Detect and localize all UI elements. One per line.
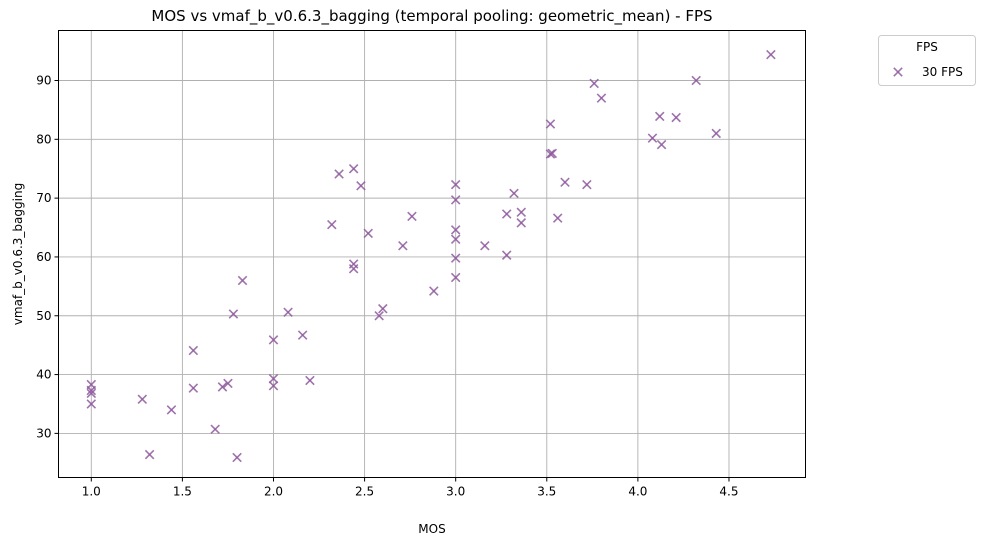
data-point: [166, 405, 177, 415]
data-point: [374, 310, 384, 321]
data-point: [516, 218, 527, 228]
x-tick-label: 4.5: [719, 485, 738, 499]
data-point: [398, 241, 408, 251]
y-tick-label: 80: [36, 132, 51, 146]
x-tick-label: 3.5: [537, 485, 556, 499]
data-point: [545, 119, 556, 129]
y-tick-label: 60: [36, 250, 51, 264]
data-point: [283, 307, 293, 317]
data-points: [86, 49, 776, 463]
data-point: [480, 241, 490, 251]
data-point: [552, 213, 563, 223]
data-point: [671, 112, 681, 123]
data-point: [560, 177, 570, 188]
data-point: [450, 225, 461, 235]
data-point: [582, 179, 592, 190]
data-point: [237, 275, 248, 286]
data-point: [547, 148, 558, 159]
data-point: [137, 394, 148, 405]
data-point: [334, 169, 344, 179]
x-axis-ticks: 1.0 1.5 2.0 2.5 3.0 3.5 4.0 4.5: [82, 477, 739, 499]
y-axis-label: vmaf_b_v0.6.3_bagging: [11, 183, 25, 325]
data-point: [188, 345, 199, 356]
data-point: [188, 383, 199, 393]
y-tick-label: 30: [36, 426, 51, 440]
data-point: [647, 133, 658, 143]
x-axis-label: MOS: [418, 522, 445, 536]
data-point: [268, 335, 279, 345]
data-point: [348, 259, 359, 269]
data-point: [144, 449, 155, 460]
y-tick-label: 40: [36, 368, 51, 382]
data-point: [356, 181, 366, 191]
plot-frame: [58, 30, 806, 478]
data-point: [509, 188, 519, 199]
y-tick-label: 70: [36, 191, 51, 205]
x-tick-label: 2.0: [264, 485, 283, 499]
data-point: [516, 207, 527, 218]
data-point: [766, 49, 776, 60]
x-tick-label: 4.0: [628, 485, 647, 499]
data-point: [348, 163, 359, 174]
y-tick-label: 50: [36, 309, 51, 323]
data-point: [297, 330, 308, 340]
grid-lines: [58, 30, 806, 478]
x-tick-label: 3.0: [446, 485, 465, 499]
data-point: [691, 75, 701, 86]
chart-title: MOS vs vmaf_b_v0.6.3_bagging (temporal p…: [151, 7, 712, 26]
data-point: [86, 388, 97, 399]
legend: FPS 30 FPS: [878, 35, 976, 86]
data-point: [407, 211, 417, 222]
data-point: [223, 378, 233, 389]
legend-marker-x: [893, 67, 903, 77]
data-point: [501, 209, 512, 219]
legend-title: FPS: [916, 40, 938, 54]
data-point: [589, 78, 599, 89]
legend-entry-label: 30 FPS: [922, 65, 963, 79]
data-point: [232, 452, 242, 463]
data-point: [545, 149, 556, 159]
data-point: [450, 272, 461, 283]
data-point: [363, 228, 373, 239]
data-point: [217, 382, 228, 392]
x-tick-label: 2.5: [355, 485, 374, 499]
data-point: [348, 263, 359, 274]
data-point: [654, 111, 665, 122]
data-point: [501, 250, 512, 260]
data-point: [711, 128, 721, 139]
y-tick-label: 90: [36, 73, 51, 87]
data-point: [378, 303, 388, 314]
legend-box: [878, 35, 976, 86]
data-point: [228, 309, 239, 319]
data-point: [305, 375, 315, 386]
data-point: [429, 286, 439, 296]
data-point: [656, 139, 667, 150]
data-point: [327, 219, 337, 230]
data-point: [450, 234, 461, 245]
y-axis-ticks: 30 40 50 60 70 80 90: [36, 73, 59, 440]
x-tick-label: 1.0: [82, 485, 101, 499]
data-point: [268, 373, 279, 384]
data-point: [86, 385, 97, 396]
data-point: [450, 253, 461, 263]
data-point: [450, 195, 461, 205]
data-point: [596, 93, 607, 103]
x-tick-label: 1.5: [173, 485, 192, 499]
data-point: [86, 399, 97, 409]
legend-marker-icon: [893, 67, 903, 77]
data-point: [268, 380, 279, 391]
data-point: [210, 424, 220, 435]
data-point: [450, 179, 461, 190]
